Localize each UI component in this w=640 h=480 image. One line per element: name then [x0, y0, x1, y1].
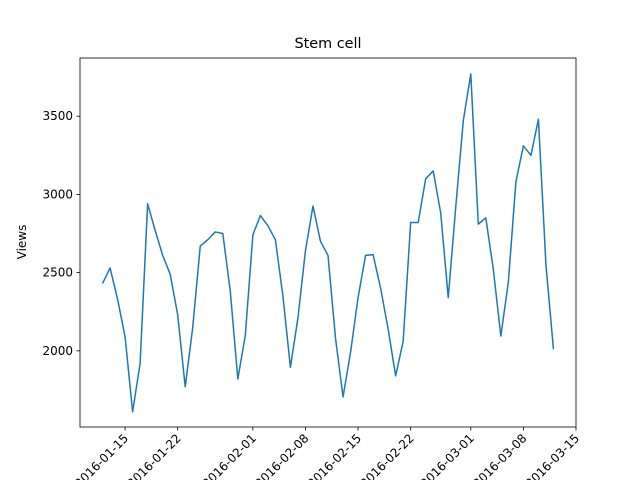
plot-frame: [79, 57, 577, 428]
chart-title: Stem cell: [295, 36, 362, 52]
y-tick-label: 2500: [42, 266, 73, 280]
y-tick-label: 2000: [42, 344, 73, 358]
line: [101, 73, 555, 413]
y-tick-label: 3500: [42, 109, 73, 123]
y-axis-label: Views: [15, 225, 29, 260]
y-tick-label: 3000: [42, 187, 73, 201]
